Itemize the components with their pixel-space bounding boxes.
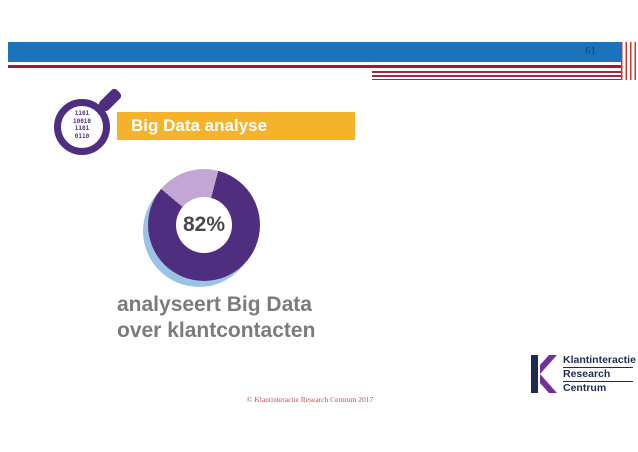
- header-accent-line-1: [372, 71, 622, 73]
- binary-data-text: 1101 10010 1101 0110: [61, 106, 103, 140]
- binary-line: 1101: [74, 125, 90, 132]
- chart-caption: analyseert Big Data over klantcontacten: [117, 292, 315, 344]
- magnifier-lens: 1101 10010 1101 0110: [54, 99, 110, 155]
- binary-line: 1101: [74, 110, 90, 117]
- logo-line-1: Klantinteractie: [563, 354, 636, 366]
- logo-text: Klantinteractie Research Centrum: [563, 354, 636, 395]
- header-divider-line: [8, 65, 622, 68]
- binary-line: 0110: [74, 132, 90, 140]
- logo-line-2: Research: [563, 366, 633, 381]
- corner-stripe-pattern: [621, 42, 638, 80]
- magnifier-icon: 1101 10010 1101 0110: [50, 87, 130, 164]
- binary-line: 10010: [72, 117, 92, 125]
- copyright-text: © Klantinteractie Research Centrum 2017: [246, 395, 374, 404]
- banner-title: Big Data analyse: [131, 116, 268, 135]
- page-number: 61: [585, 45, 596, 57]
- donut-center-label: 82%: [182, 213, 226, 236]
- caption-line-1: analyseert Big Data: [117, 293, 312, 316]
- logo-k-mark: [531, 355, 557, 393]
- header-accent-line-3: [372, 78, 622, 80]
- donut-chart: 82%: [143, 169, 263, 289]
- header-accent-line-2: [372, 75, 622, 77]
- logo-line-3: Centrum: [563, 380, 633, 395]
- title-banner: Big Data analyse: [117, 112, 355, 140]
- company-logo: Klantinteractie Research Centrum: [530, 353, 636, 395]
- caption-line-2: over klantcontacten: [117, 319, 316, 342]
- donut-hole: 82%: [176, 197, 232, 253]
- header-bar: 61: [8, 42, 622, 62]
